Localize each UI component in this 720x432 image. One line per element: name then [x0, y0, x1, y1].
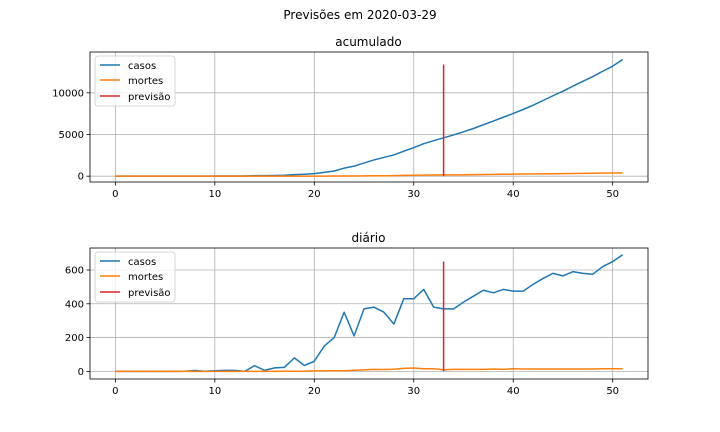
- y-tick-label: 200: [65, 333, 84, 344]
- y-tick-label: 0: [78, 367, 84, 378]
- x-tick-label: 20: [308, 386, 321, 397]
- subplot-title: acumulado: [335, 35, 402, 49]
- x-tick-label: 40: [507, 386, 520, 397]
- subplot-diario: diário 0 10 20 30 40 50 0 200 400 600 casos morte…: [65, 231, 649, 397]
- legend-label-previsao: previsão: [128, 92, 171, 103]
- series-line-mortes: [115, 172, 623, 177]
- series-group: [115, 254, 624, 373]
- subplot-title: diário: [352, 231, 386, 245]
- gridlines: [90, 248, 648, 379]
- y-tick-label: 600: [65, 265, 84, 276]
- y-tick-label: 400: [65, 299, 84, 310]
- legend-label-mortes: mortes: [128, 76, 163, 87]
- x-tick-label: 10: [208, 189, 221, 200]
- x-tick-label: 40: [507, 189, 520, 200]
- tick-labels: 0 10 20 30 40 50 0 5000 10000: [52, 88, 619, 200]
- x-tick-label: 30: [407, 386, 420, 397]
- x-tick-label: 10: [208, 386, 221, 397]
- legend-box: [94, 251, 176, 303]
- legend-label-casos: casos: [128, 61, 156, 72]
- legend: casos mortes previsão: [94, 55, 176, 107]
- series-line-casos: [115, 58, 624, 177]
- legend-label-previsao: previsão: [128, 288, 171, 299]
- y-tick-label: 0: [78, 172, 84, 183]
- x-tick-label: 20: [308, 189, 321, 200]
- x-tick-label: 50: [606, 189, 619, 200]
- series-group: [115, 58, 624, 177]
- series-line-mortes: [115, 367, 623, 373]
- x-tick-label: 50: [606, 386, 619, 397]
- legend-label-mortes: mortes: [128, 272, 163, 283]
- y-tick-label: 10000: [52, 88, 84, 99]
- x-tick-label: 0: [112, 386, 118, 397]
- axes-frame: [89, 247, 649, 380]
- series-line-casos: [115, 254, 624, 373]
- legend-label-casos: casos: [128, 257, 156, 268]
- x-tick-label: 30: [407, 189, 420, 200]
- tick-labels: 0 10 20 30 40 50 0 200 400 600: [65, 265, 619, 397]
- y-tick-label: 5000: [59, 130, 84, 141]
- legend: casos mortes previsão: [94, 251, 176, 303]
- axes-frame: [89, 51, 649, 183]
- subplot-acumulado: acumulado 0 10 20 30 40 50 0 5000 10000 casos mo…: [52, 35, 649, 200]
- legend-box: [94, 55, 176, 107]
- x-tick-label: 0: [112, 189, 118, 200]
- figure-suptitle: Previsões em 2020-03-29: [283, 8, 436, 22]
